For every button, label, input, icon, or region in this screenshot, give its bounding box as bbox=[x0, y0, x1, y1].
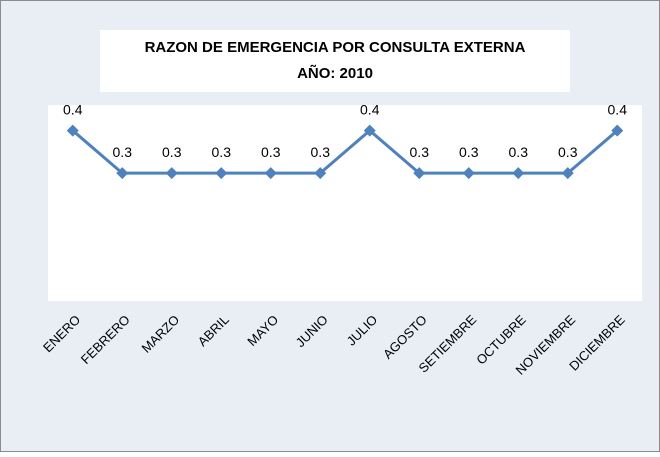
marker bbox=[512, 167, 525, 180]
data-label: 0.4 bbox=[63, 101, 83, 117]
data-label: 0.3 bbox=[212, 144, 232, 160]
marker bbox=[462, 167, 475, 180]
data-label: 0.4 bbox=[608, 101, 628, 117]
line bbox=[71, 129, 619, 175]
data-label: 0.3 bbox=[162, 144, 182, 160]
marker bbox=[314, 167, 327, 180]
data-label: 0.3 bbox=[311, 144, 331, 160]
data-label: 0.3 bbox=[558, 144, 578, 160]
data-label: 0.4 bbox=[360, 101, 380, 117]
marker bbox=[363, 124, 376, 137]
data-label: 0.3 bbox=[113, 144, 133, 160]
data-label: 0.3 bbox=[410, 144, 430, 160]
chart-subtitle: AÑO: 2010 bbox=[297, 64, 373, 82]
marker bbox=[215, 167, 228, 180]
chart-title: RAZON DE EMERGENCIA POR CONSULTA EXTERNA bbox=[145, 39, 526, 56]
data-label: 0.3 bbox=[459, 144, 479, 160]
marker bbox=[413, 167, 426, 180]
marker bbox=[165, 167, 178, 180]
data-label: 0.3 bbox=[261, 144, 281, 160]
data-label: 0.3 bbox=[509, 144, 529, 160]
marker bbox=[561, 167, 574, 180]
marker bbox=[116, 167, 129, 180]
marker bbox=[66, 124, 79, 137]
marker bbox=[264, 167, 277, 180]
marker bbox=[611, 124, 624, 137]
plot-area bbox=[48, 105, 642, 301]
title-box bbox=[100, 30, 570, 92]
